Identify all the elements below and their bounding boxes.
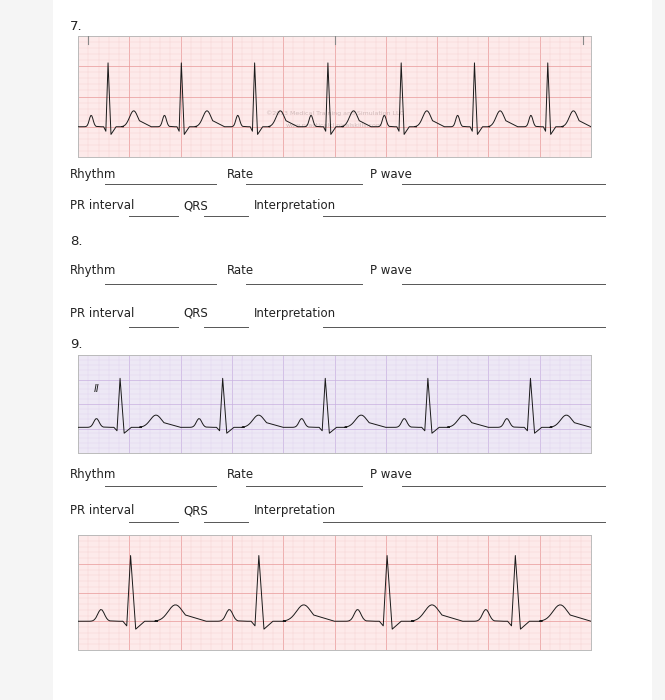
Text: 8.: 8. — [70, 234, 82, 248]
Text: 9.: 9. — [70, 337, 82, 351]
Text: Interpretation: Interpretation — [253, 307, 336, 320]
Text: Rate: Rate — [227, 468, 254, 481]
Text: QRS: QRS — [184, 504, 208, 517]
Text: II: II — [93, 384, 99, 394]
Text: Rhythm: Rhythm — [70, 264, 116, 277]
Text: Rhythm: Rhythm — [70, 168, 116, 181]
Text: Interpretation: Interpretation — [253, 199, 336, 212]
Text: Rhythm: Rhythm — [70, 468, 116, 481]
Text: Rate: Rate — [227, 168, 254, 181]
Text: ©2013 Medical Training and Simulation LLC: ©2013 Medical Training and Simulation LL… — [265, 111, 404, 116]
Text: 7.: 7. — [70, 20, 82, 34]
Text: P wave: P wave — [370, 168, 412, 181]
Text: P wave: P wave — [370, 264, 412, 277]
Text: QRS: QRS — [184, 307, 208, 320]
Text: PR interval: PR interval — [70, 504, 134, 517]
Text: QRS: QRS — [184, 199, 208, 212]
Text: PR interval: PR interval — [70, 307, 134, 320]
Text: Rate: Rate — [227, 264, 254, 277]
Text: P wave: P wave — [370, 468, 412, 481]
Text: www.practicalclinicalskills.com: www.practicalclinicalskills.com — [286, 123, 383, 128]
Text: PR interval: PR interval — [70, 199, 134, 212]
Text: Interpretation: Interpretation — [253, 504, 336, 517]
